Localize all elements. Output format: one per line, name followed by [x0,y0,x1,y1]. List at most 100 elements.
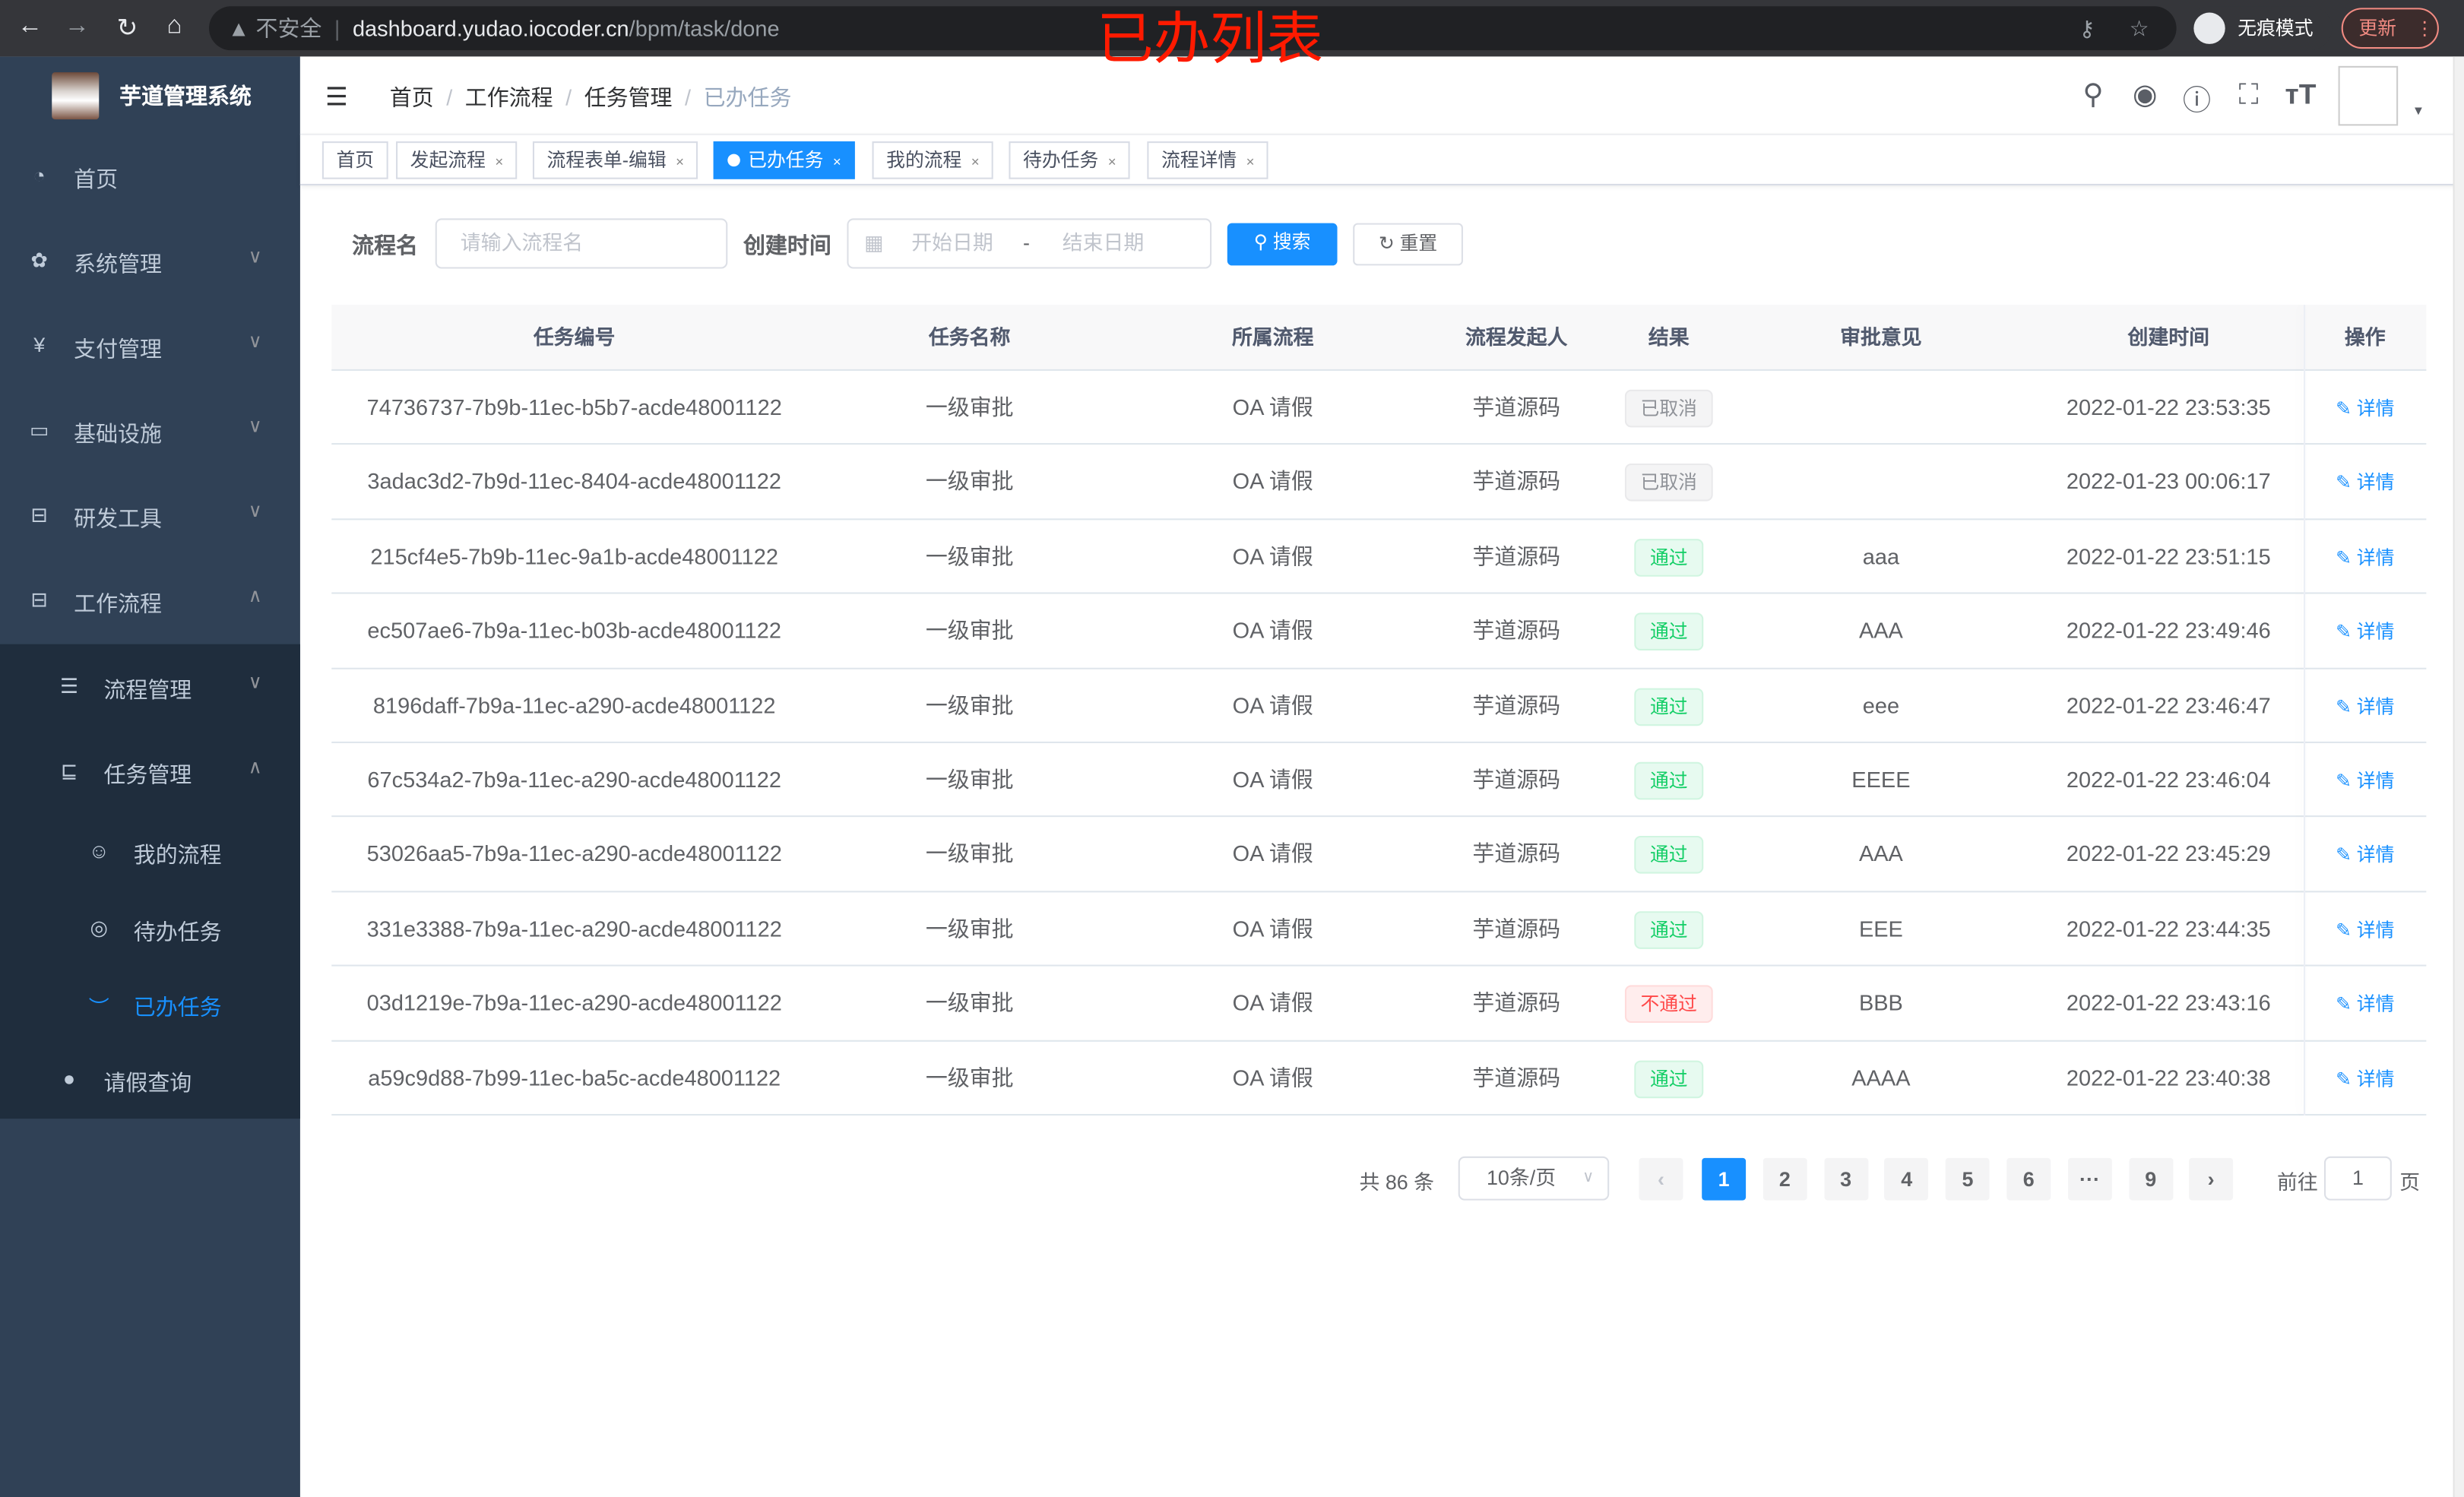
people-icon: ☺ [88,839,109,863]
page-button[interactable]: 4 [1884,1157,1929,1201]
sidebar-item[interactable]: ☰ 流程管理 ∨ [0,646,300,731]
page-button[interactable]: 1 [1702,1157,1747,1201]
starter-text: 芋道源码 [1472,1064,1561,1090]
more-icon[interactable]: ⋮ [2415,17,2434,40]
column-header: 所属流程 [1231,324,1314,350]
page-button[interactable]: 3 [1823,1157,1868,1201]
detail-link[interactable]: ✎ 详情 [2336,919,2394,941]
prev-page-button[interactable]: ‹ [1639,1157,1683,1201]
sidebar-item[interactable]: ◔ 首页 [0,135,300,220]
sidebar-item-label: 我的流程 [133,842,222,868]
sidebar-item[interactable]: ︶ 已办任务 [0,963,300,1038]
reload-icon[interactable]: ↻ [116,15,138,43]
tag[interactable]: 发起流程 × [396,141,518,179]
detail-link[interactable]: ✎ 详情 [2336,397,2394,419]
home-icon[interactable]: ⌂ [166,12,182,40]
forward-icon[interactable]: → [64,12,90,40]
tag[interactable]: 已办任务 × [713,141,856,179]
toolbox-icon: ⊟ [30,587,48,612]
detail-link[interactable]: ✎ 详情 [2336,1068,2394,1090]
tag[interactable]: 流程详情 × [1147,141,1269,179]
sidebar-item[interactable]: ☺ 我的流程 [0,811,300,886]
end-date-placeholder[interactable]: 结束日期 [1062,230,1145,255]
detail-link[interactable]: ✎ 详情 [2336,472,2394,494]
star-icon[interactable]: ☆ [2129,15,2149,41]
close-icon[interactable]: × [676,153,684,170]
dashboard-icon: ◔ [33,163,46,188]
table-header: 任务编号 任务名称 所属流程 流程发起人 结果 审批意见 创建时间 操作 [331,305,2427,371]
detail-link[interactable]: ✎ 详情 [2336,993,2394,1015]
time-text: 2022-01-22 23:45:29 [2066,840,2271,867]
close-icon[interactable]: × [971,153,980,170]
next-page-button[interactable]: › [2189,1157,2234,1201]
incognito-badge[interactable]: 无痕模式 [2187,6,2333,51]
process-text: OA 请假 [1232,617,1313,644]
back-icon[interactable]: ← [17,12,43,40]
page-button[interactable]: 9 [2128,1157,2173,1201]
date-range-picker[interactable]: ▦ 开始日期 - 结束日期 [847,218,1212,269]
scrollbar[interactable] [2453,56,2464,1497]
sidebar-item[interactable]: ● 请假查询 [0,1039,300,1124]
sidebar-item[interactable]: ✿ 系统管理 ∨ [0,220,300,305]
detail-link[interactable]: ✎ 详情 [2336,621,2394,643]
breadcrumb-item[interactable]: 任务管理 [584,84,673,110]
chevron-down-icon: ∨ [248,414,262,437]
sidebar-item[interactable]: ¥ 支付管理 ∨ [0,305,300,390]
detail-link[interactable]: ✎ 详情 [2336,844,2394,866]
table-row: 03d1219e-7b9a-11ec-a290-acde48001122 一级审批… [331,967,2427,1041]
sidebar-item[interactable]: ⊑ 任务管理 ∧ [0,730,300,815]
tag[interactable]: 流程表单-编辑 × [532,141,698,179]
font-size-icon[interactable]: тT [2285,78,2317,110]
close-icon[interactable]: × [832,153,841,170]
start-date-placeholder[interactable]: 开始日期 [911,230,993,255]
detail-label: 详情 [2356,770,2395,793]
chevron-up-icon: ∧ [248,584,262,607]
tag[interactable]: 首页 [321,141,388,179]
search-button[interactable]: ⚲ 搜索 [1227,223,1338,266]
detail-link[interactable]: ✎ 详情 [2336,695,2394,717]
detail-link[interactable]: ✎ 详情 [2336,770,2394,792]
avatar[interactable] [2338,65,2399,126]
eye-icon: ◎ [90,916,108,940]
fullscreen-icon[interactable]: ⛶ [2238,78,2259,110]
page-button[interactable]: 6 [2006,1157,2051,1201]
detail-label: 详情 [2356,472,2395,495]
tag-label: 流程详情 [1161,149,1237,172]
breadcrumb-item[interactable]: 工作流程 [464,84,553,110]
hamburger-icon[interactable]: ☰ [325,84,348,112]
search-icon[interactable]: ⚲ [2082,78,2104,110]
page-button[interactable]: 5 [1946,1157,1990,1201]
close-icon[interactable]: × [495,153,504,170]
caret-down-icon[interactable]: ▼ [2412,103,2425,119]
update-button[interactable]: 更新 ⋮ [2341,8,2439,49]
incognito-label: 无痕模式 [2238,17,2314,40]
address-bar[interactable]: ▲ 不安全 | dashboard.yudao.iocoder.cn/bpm/tas… [208,6,2177,51]
sidebar-item[interactable]: ◎ 待办任务 [0,888,300,963]
goto-page-input[interactable]: 1 [2323,1156,2392,1201]
cell-result: 通过 [1609,892,1728,966]
sidebar-item-label: 研发工具 [74,505,162,531]
cell-id: a59c9d88-7b99-11ec-ba5c-acde48001122 [331,1041,817,1115]
help-icon[interactable]: ⓘ [2182,84,2212,117]
sidebar-item[interactable]: ▭ 基础设施 ∨ [0,390,300,475]
sidebar-item[interactable]: ⊟ 研发工具 ∨ [0,474,300,559]
page-button[interactable]: 2 [1762,1157,1807,1201]
github-icon[interactable]: ◉ [2133,78,2158,110]
search-icon: ⚲ [1253,230,1273,253]
close-icon[interactable]: × [1107,153,1116,170]
starter-text: 芋道源码 [1472,692,1561,718]
close-icon[interactable]: × [1246,153,1255,170]
tag[interactable]: 待办任务 × [1009,141,1131,179]
key-icon[interactable]: ⚷ [2079,15,2095,41]
page-button[interactable]: ··· [2067,1157,2112,1201]
page-size-select[interactable]: 10条/页 ∨ [1458,1156,1610,1201]
tag[interactable]: 我的流程 × [872,141,994,179]
detail-link[interactable]: ✎ 详情 [2336,546,2394,568]
id-text: 215cf4e5-7b9b-11ec-9a1b-acde48001122 [370,543,778,569]
cell-comment: aaa [1728,520,2033,593]
sidebar-item-label: 首页 [74,166,119,192]
sidebar-item[interactable]: ⊟ 工作流程 ∧ [0,559,300,644]
process-name-input[interactable]: 请输入流程名 [435,218,728,269]
reset-button[interactable]: ↻ 重置 [1353,223,1463,266]
breadcrumb-item[interactable]: 首页 [389,84,434,110]
